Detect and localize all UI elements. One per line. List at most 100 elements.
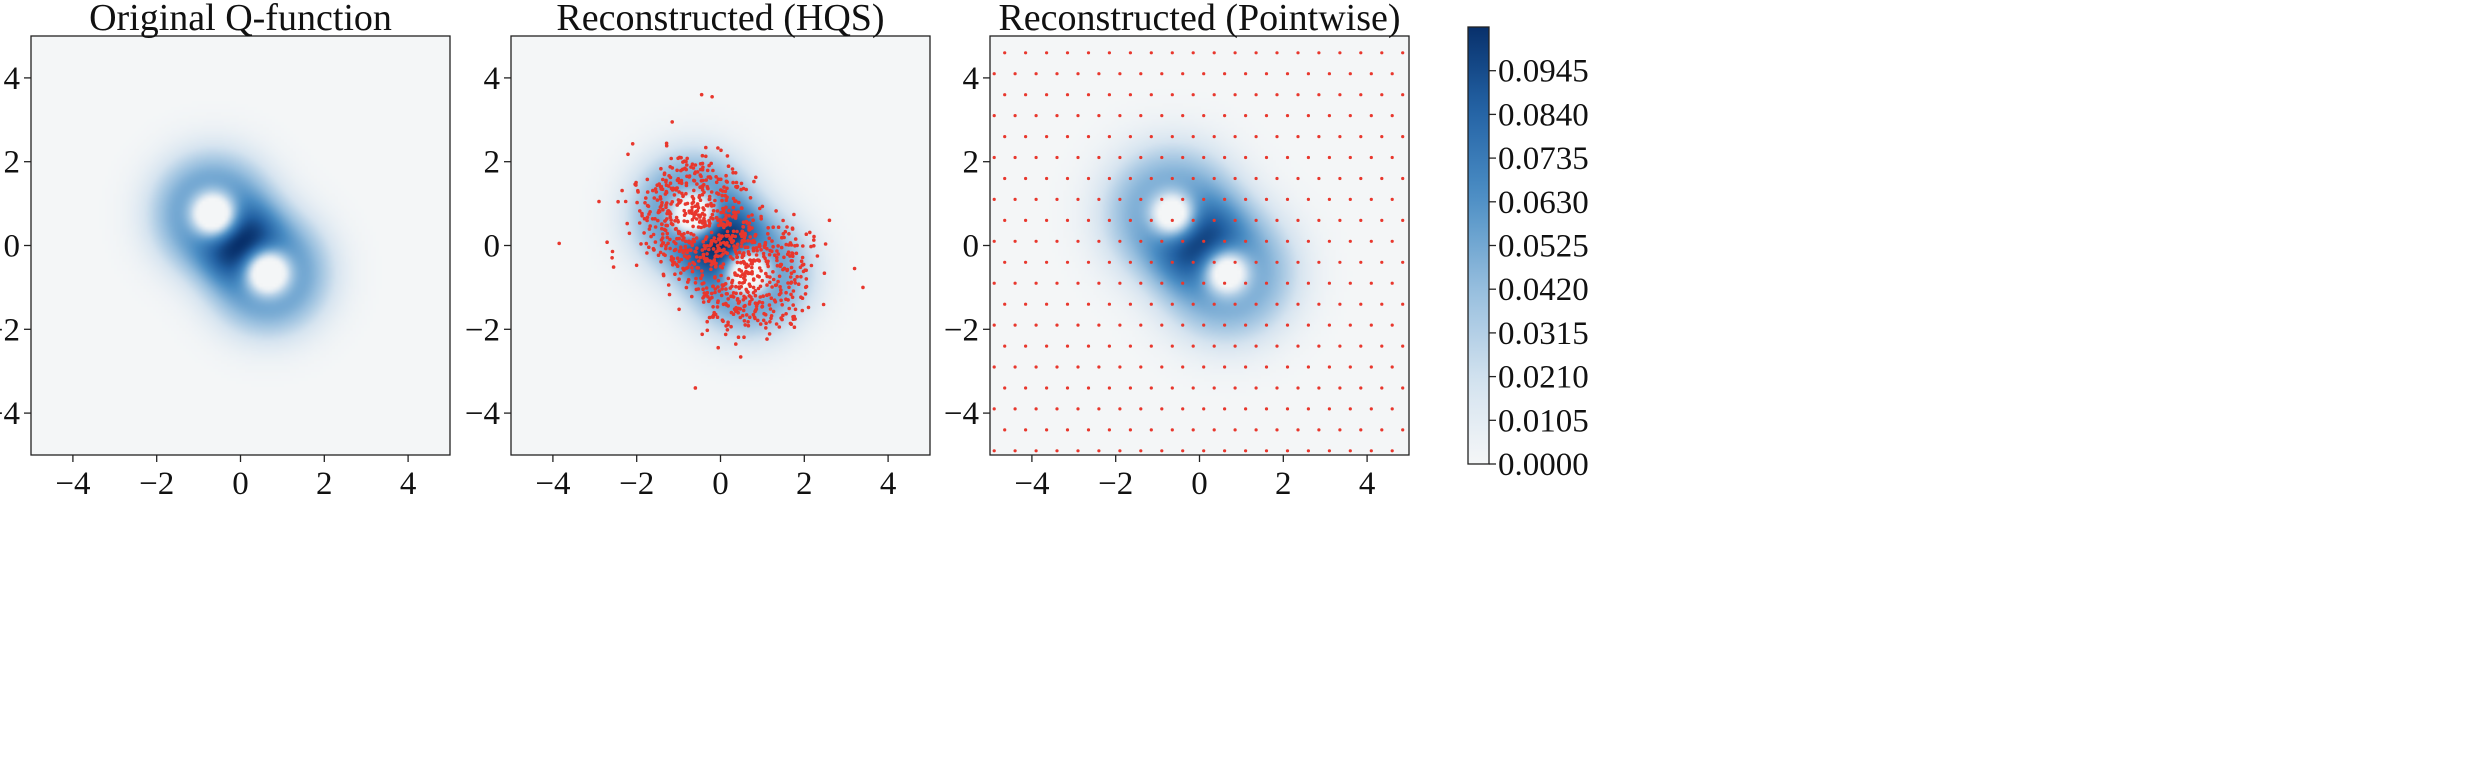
sample-point <box>701 239 705 244</box>
sample-point <box>704 145 708 150</box>
sample-point <box>683 244 688 249</box>
sample-point <box>775 258 779 263</box>
grid-point <box>1296 218 1300 222</box>
sample-point <box>700 211 705 216</box>
x-tick-label: −2 <box>139 466 174 502</box>
sample-point <box>751 246 756 250</box>
grid-point <box>1275 344 1279 348</box>
sample-point <box>676 156 680 161</box>
grid-point <box>1024 93 1028 97</box>
sample-point <box>787 232 791 236</box>
grid-point <box>1327 449 1331 453</box>
sample-point <box>728 286 733 290</box>
sample-point <box>727 221 731 226</box>
grid-point <box>1065 260 1070 264</box>
grid-point <box>1359 51 1363 55</box>
grid-point <box>1118 281 1122 285</box>
sample-point <box>672 193 677 197</box>
grid-point <box>1285 407 1290 411</box>
grid-point <box>1118 155 1122 160</box>
grid-point <box>1223 407 1227 411</box>
sample-point <box>735 245 739 250</box>
sample-point <box>694 217 699 221</box>
sample-point <box>679 168 683 173</box>
sample-point <box>687 209 691 213</box>
grid-point <box>1191 135 1195 139</box>
sample-point <box>726 276 731 281</box>
grid-point <box>1338 302 1342 306</box>
grid-point <box>1181 197 1185 201</box>
sample-point <box>795 274 799 279</box>
sample-point <box>861 285 865 290</box>
grid-point <box>1338 93 1342 97</box>
sample-point <box>776 252 781 256</box>
sample-point <box>739 181 744 186</box>
sample-point <box>659 166 663 171</box>
sample-point <box>694 276 698 281</box>
sample-point <box>750 265 754 270</box>
grid-point <box>1306 155 1310 160</box>
sample-point <box>713 198 717 203</box>
sample-point <box>785 268 789 273</box>
sample-point <box>716 223 721 228</box>
sample-point <box>741 253 746 258</box>
sample-point <box>653 187 658 191</box>
grid-point <box>992 407 996 411</box>
sample-point <box>702 281 706 285</box>
sample-point <box>789 280 794 285</box>
grid-point <box>1086 344 1091 348</box>
sample-point <box>724 173 728 178</box>
grid-point <box>1285 114 1290 118</box>
grid-point <box>1045 51 1049 55</box>
sample-point <box>679 271 683 275</box>
sample-point <box>729 255 733 259</box>
sample-point <box>663 253 667 258</box>
sample-point <box>748 315 752 320</box>
sample-point <box>799 274 803 279</box>
grid-point <box>1285 155 1290 160</box>
sample-point <box>743 323 747 327</box>
sample-point <box>697 220 702 224</box>
sample-point <box>788 275 793 279</box>
grid-point <box>1327 365 1331 369</box>
sample-point <box>597 199 601 204</box>
sample-point <box>684 266 688 271</box>
sample-point <box>668 175 673 180</box>
sample-point <box>739 291 743 296</box>
grid-point <box>1097 155 1101 160</box>
grid-point <box>1327 281 1331 285</box>
sample-point <box>701 287 705 292</box>
sample-point <box>760 278 765 283</box>
grid-point <box>1369 281 1373 285</box>
sample-point <box>710 260 714 265</box>
sample-point <box>741 225 746 229</box>
grid-point <box>1170 135 1174 139</box>
grid-point <box>1401 386 1405 390</box>
grid-point <box>1202 407 1206 411</box>
colorbar: 0.0945 0.0840 0.0735 0.0630 0.0525 0.0420 0.03… <box>1467 26 1589 483</box>
grid-point <box>1065 93 1070 97</box>
sample-point <box>755 248 759 253</box>
sample-point <box>779 245 784 250</box>
sample-point <box>668 237 672 242</box>
grid-point <box>1264 197 1269 201</box>
sample-point <box>669 221 674 226</box>
grid-point <box>1034 155 1038 160</box>
grid-point <box>1296 386 1300 390</box>
grid-point <box>1118 407 1122 411</box>
sample-point <box>758 284 763 289</box>
grid-point <box>1013 72 1017 76</box>
sample-point <box>638 209 642 213</box>
sample-point <box>746 264 751 268</box>
sample-point <box>674 186 679 190</box>
sample-point <box>611 265 616 269</box>
sample-point <box>747 225 752 230</box>
sample-point <box>689 240 693 244</box>
sample-point <box>764 321 768 326</box>
grid-point <box>1254 260 1258 264</box>
sample-point <box>734 184 738 189</box>
x-tick-label: 2 <box>1275 466 1292 502</box>
sample-point <box>733 216 738 220</box>
grid-point <box>1013 407 1017 411</box>
sample-point <box>771 277 776 282</box>
